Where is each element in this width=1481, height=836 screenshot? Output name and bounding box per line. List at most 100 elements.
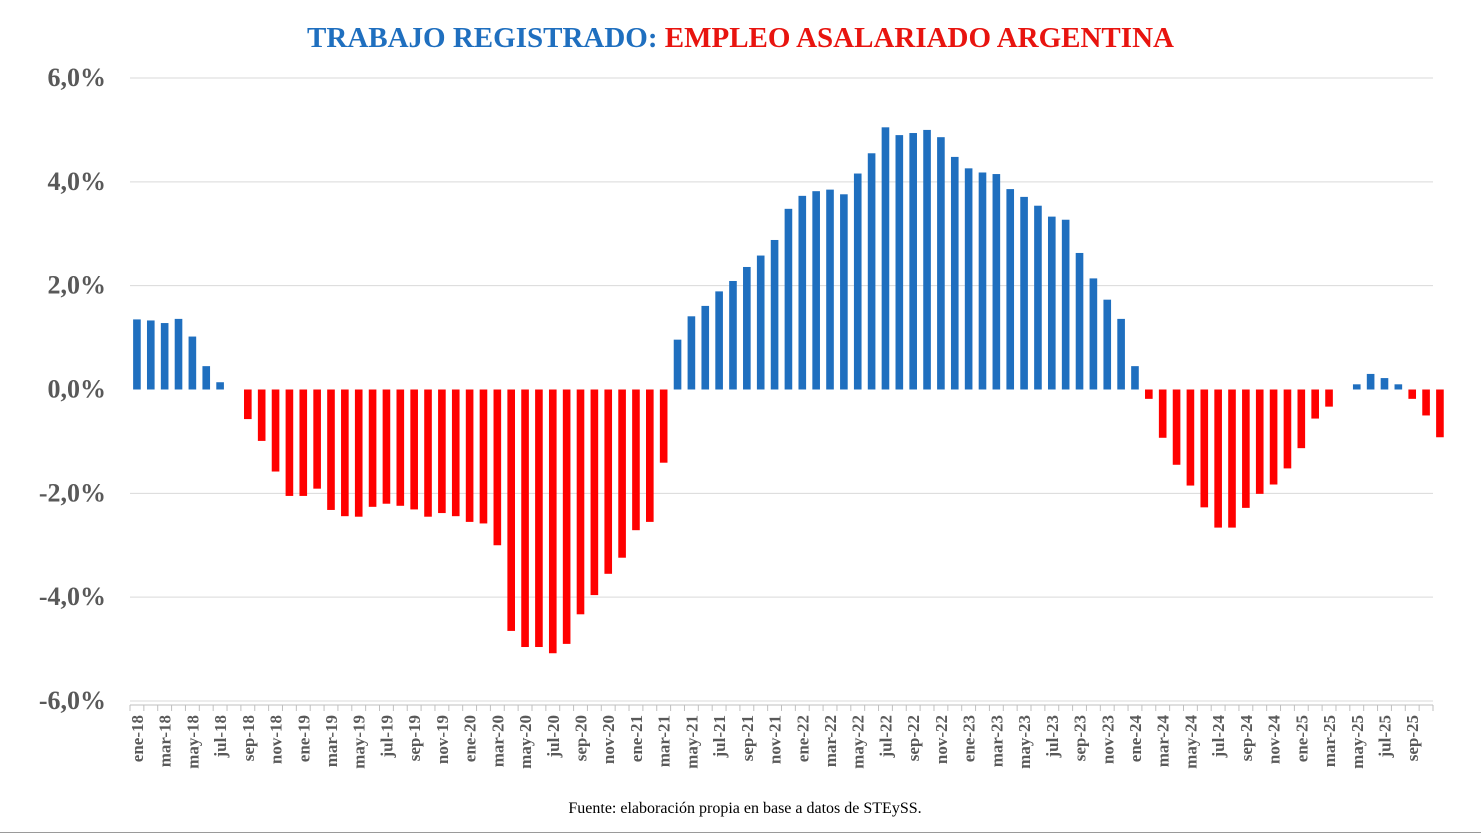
bar-nov-24	[1269, 389, 1278, 485]
x-tick-label: nov-19	[433, 715, 452, 764]
x-tick-label: ene-24	[1126, 715, 1145, 763]
bar-may-18	[188, 336, 197, 390]
x-tick-label: sep-21	[738, 715, 757, 761]
bar-dic-19	[451, 389, 460, 517]
bar-sep-18	[244, 389, 252, 420]
x-tick-label: sep-19	[405, 715, 424, 761]
bar-may-20	[521, 389, 529, 648]
bar-dic-18	[285, 389, 294, 496]
bar-feb-23	[978, 172, 987, 390]
x-tick-label: may-22	[849, 715, 868, 769]
bar-jun-21	[701, 305, 710, 390]
bars	[133, 127, 1444, 654]
x-tick-label: ene-21	[627, 715, 646, 762]
chart-title-part2: EMPLEO ASALARIADO ARGENTINA	[664, 22, 1174, 54]
frame-border	[0, 832, 1481, 833]
bar-oct-25	[1422, 389, 1430, 416]
bar-sep-21	[743, 266, 751, 390]
bar-jul-20	[548, 389, 557, 654]
bar-abr-18	[174, 318, 183, 390]
y-tick-label: -6,0%	[39, 686, 106, 715]
bar-feb-22	[812, 191, 820, 390]
x-tick-label: jul-24	[1209, 715, 1228, 759]
bar-feb-20	[479, 389, 488, 524]
chart-title: TRABAJO REGISTRADO: EMPLEO ASALARIADO AR…	[0, 22, 1481, 55]
x-tick-label: mar-23	[987, 715, 1006, 767]
bar-jul-18	[216, 382, 224, 390]
bar-abr-19	[341, 389, 349, 517]
bar-ene-19	[299, 389, 308, 496]
bar-mar-25	[1325, 389, 1333, 407]
y-tick-label: -4,0%	[39, 582, 106, 611]
y-tick-label: -2,0%	[39, 478, 106, 507]
x-tick-label: jul-22	[876, 715, 895, 759]
bar-ene-25	[1297, 389, 1306, 449]
x-tick-label: jul-23	[1043, 715, 1062, 759]
bar-feb-18	[146, 320, 155, 390]
bar-mar-21	[659, 389, 668, 463]
x-tick-label: jul-18	[211, 715, 230, 759]
bar-jul-22	[881, 127, 890, 390]
bar-oct-19	[424, 389, 432, 517]
x-tick-label: sep-25	[1403, 715, 1422, 761]
bar-may-25	[1352, 384, 1361, 390]
x-tick-label: may-20	[516, 715, 535, 769]
bar-feb-19	[313, 389, 321, 489]
bar-oct-18	[257, 389, 266, 441]
bar-jul-24	[1214, 389, 1222, 528]
y-tick-label: 4,0%	[48, 167, 107, 196]
bar-abr-21	[673, 339, 682, 390]
x-tick-label: nov-23	[1098, 715, 1117, 764]
x-tick-label: nov-24	[1265, 715, 1284, 765]
x-tick-label: may-18	[183, 715, 202, 769]
bar-jun-24	[1200, 389, 1209, 508]
x-tick-label: mar-21	[655, 715, 674, 767]
bar-sep-20	[576, 389, 585, 615]
bar-jun-23	[1034, 205, 1042, 390]
bar-oct-24	[1255, 389, 1264, 494]
bar-mar-19	[327, 389, 335, 510]
bar-dic-24	[1283, 389, 1292, 469]
x-tick-label: may-24	[1181, 715, 1200, 769]
bar-nov-19	[438, 389, 446, 514]
bar-oct-23	[1089, 278, 1098, 390]
bar-nov-22	[937, 137, 945, 390]
x-tick-label: sep-23	[1071, 715, 1090, 761]
bar-nov-18	[271, 389, 280, 472]
bar-jul-23	[1047, 216, 1056, 390]
x-tick-label: sep-24	[1237, 715, 1256, 762]
x-tick-label: ene-23	[960, 715, 979, 762]
bar-feb-24	[1145, 389, 1153, 399]
bar-ene-23	[964, 168, 973, 390]
bar-sep-25	[1408, 389, 1417, 399]
bar-ago-21	[729, 280, 737, 390]
x-tick-label: mar-25	[1320, 715, 1339, 767]
bar-may-21	[687, 316, 696, 390]
bar-oct-20	[590, 389, 599, 596]
bar-undefined	[1436, 389, 1444, 438]
bar-oct-22	[923, 129, 931, 390]
x-tick-label: mar-20	[488, 715, 507, 767]
x-tick-label: nov-18	[267, 715, 286, 764]
bar-nov-20	[604, 389, 613, 574]
x-tick-label: nov-22	[932, 715, 951, 764]
bar-jun-19	[368, 389, 377, 507]
bar-dic-23	[1117, 318, 1125, 390]
bar-nov-21	[770, 239, 779, 390]
x-tick-label: mar-22	[821, 715, 840, 767]
y-tick-label: 6,0%	[48, 63, 107, 92]
x-tick-label: ene-25	[1292, 715, 1311, 762]
x-tick-label: mar-24	[1154, 715, 1173, 768]
bar-dic-20	[618, 389, 626, 558]
x-tick-label: ene-19	[294, 715, 313, 762]
bar-dic-22	[950, 156, 959, 390]
x-tick-label: may-19	[350, 715, 369, 769]
bar-abr-24	[1172, 389, 1181, 465]
y-tick-label: 0,0%	[48, 375, 107, 404]
bar-jul-19	[382, 389, 391, 504]
bar-ene-24	[1131, 366, 1139, 390]
bar-ago-20	[562, 389, 571, 644]
bar-dic-21	[784, 208, 793, 390]
x-tick-label: ene-22	[793, 715, 812, 762]
x-tick-label: may-21	[682, 715, 701, 769]
